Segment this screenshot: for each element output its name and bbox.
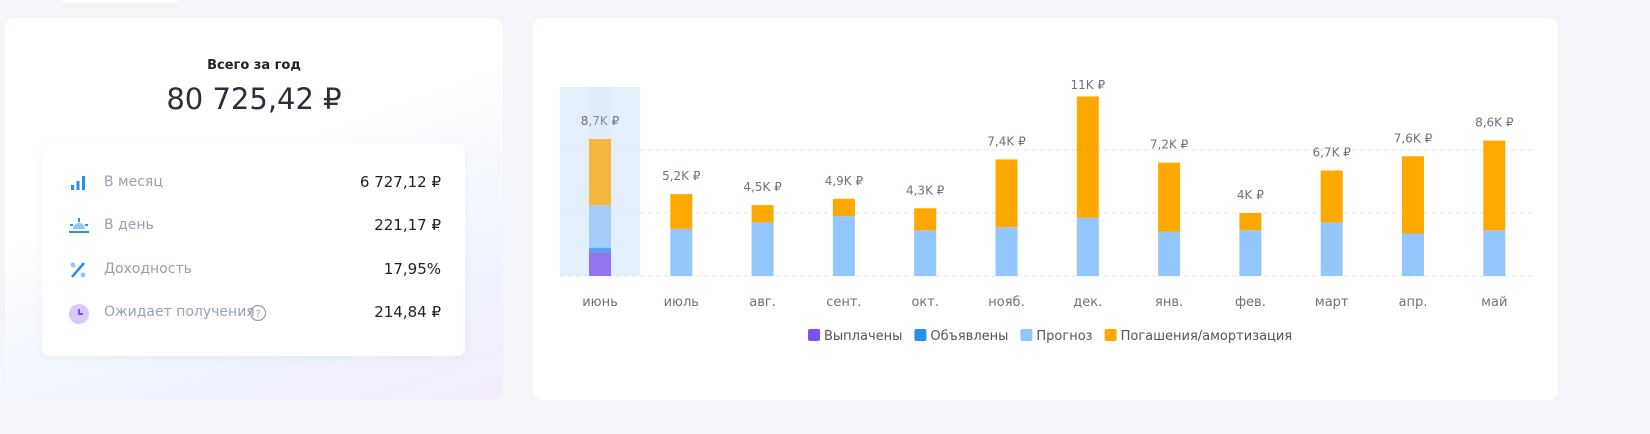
bar-segment xyxy=(1158,162,1181,232)
x-tick-label: нояб. xyxy=(988,295,1024,310)
bar-segment xyxy=(751,205,774,223)
bar-segment xyxy=(1076,96,1099,218)
x-tick-label: янв. xyxy=(1155,295,1183,310)
summary-title: Всего за год xyxy=(207,58,301,73)
bar-segment xyxy=(995,227,1018,276)
row: В месяц 6 727,12 ₽ xyxy=(42,171,465,195)
legend-label: Погашения/амортизация xyxy=(1121,329,1293,344)
help-icon[interactable]: ? xyxy=(249,304,267,322)
icon xyxy=(69,218,89,233)
row: Доходность 17,95% xyxy=(42,258,465,282)
row-value: 17,95% xyxy=(383,260,441,278)
summary-total: 80 725,42 ₽ xyxy=(166,82,342,116)
bar-segment xyxy=(589,138,611,206)
bar-segment xyxy=(914,230,937,276)
total-label: 8,6K ₽ xyxy=(1475,116,1514,130)
x-tick-label: июнь xyxy=(582,295,618,310)
selected-overlay xyxy=(589,87,611,276)
row-label: В месяц xyxy=(104,174,163,190)
bar-segment xyxy=(1402,233,1424,276)
total-label: 6,7K ₽ xyxy=(1312,145,1351,159)
legend-swatch xyxy=(1104,329,1117,341)
row-label: Доходность xyxy=(104,261,192,277)
x-tick-label: окт. xyxy=(911,295,939,310)
icon xyxy=(70,262,86,278)
svg-text:?: ? xyxy=(255,309,260,320)
row-label: В день xyxy=(104,217,154,233)
legend-swatch xyxy=(1020,329,1033,341)
total-label: 7,6K ₽ xyxy=(1394,131,1433,145)
bar-segment xyxy=(1483,140,1506,231)
total-label: 4,5K ₽ xyxy=(743,180,782,194)
chart-card: 8,7K ₽ июнь 5,2K ₽ июль 4,5K ₽ авг. 4,9K ₽ сент… xyxy=(533,18,1558,400)
x-tick-label: март xyxy=(1315,295,1349,310)
bar-segment xyxy=(589,247,611,253)
icon xyxy=(71,176,85,190)
bar-segment xyxy=(589,205,611,248)
row-label: Ожидает получения xyxy=(104,304,255,320)
bar-segment xyxy=(1158,231,1181,276)
bar-segment xyxy=(751,222,774,276)
bar-segment xyxy=(832,198,855,217)
bar-segment xyxy=(1239,230,1262,276)
total-label: 11K ₽ xyxy=(1071,78,1106,92)
x-tick-label: июль xyxy=(664,295,699,310)
legend-swatch xyxy=(808,329,820,341)
summary-card: Всего за год 80 725,42 ₽ В месяц 6 727,1… xyxy=(5,18,503,400)
row: Ожидает получения ? 214,84 ₽ xyxy=(42,301,465,325)
legend-label: Объявлены xyxy=(930,329,1008,344)
legend-label: Выплачены xyxy=(824,329,902,344)
chart: 8,7K ₽ июнь 5,2K ₽ июль 4,5K ₽ авг. 4,9K ₽ сент… xyxy=(560,78,1533,344)
top-tab xyxy=(60,0,180,3)
legend-swatch xyxy=(914,329,927,341)
total-label: 4K ₽ xyxy=(1237,188,1264,202)
x-tick-label: авг. xyxy=(749,295,776,310)
icon xyxy=(69,304,89,324)
total-label: 4,3K ₽ xyxy=(906,183,945,197)
total-label: 7,4K ₽ xyxy=(987,134,1026,148)
x-tick-label: дек. xyxy=(1073,295,1102,310)
legend-label: Прогноз xyxy=(1036,329,1092,344)
total-label: 5,2K ₽ xyxy=(662,169,701,183)
summary-list: В месяц 6 727,12 ₽ В день 221,17 ₽ Доход… xyxy=(42,143,465,356)
bar-segment xyxy=(1320,222,1343,276)
bar-segment xyxy=(1076,217,1099,276)
row-value: 214,84 ₽ xyxy=(374,303,441,321)
bar-segment xyxy=(832,216,855,276)
bar-segment xyxy=(670,228,693,276)
total-label: 4,9K ₽ xyxy=(825,174,864,188)
x-tick-label: фев. xyxy=(1235,295,1266,310)
row-value: 6 727,12 ₽ xyxy=(359,173,441,191)
x-tick-label: апр. xyxy=(1399,295,1428,310)
bar-segment xyxy=(589,252,611,276)
bar-segment xyxy=(1483,230,1506,276)
bar-segment xyxy=(1239,213,1262,231)
bar-segment xyxy=(1320,170,1343,223)
row-value: 221,17 ₽ xyxy=(374,216,441,234)
total-label: 7,2K ₽ xyxy=(1150,138,1189,152)
total-label: 8,7K ₽ xyxy=(581,114,620,128)
bar-segment xyxy=(670,194,693,229)
x-tick-label: май xyxy=(1481,295,1507,310)
bar-segment xyxy=(995,159,1018,228)
bar-segment xyxy=(1402,156,1424,234)
x-tick-label: сент. xyxy=(826,295,861,310)
bar-segment xyxy=(914,208,937,231)
row: В день 221,17 ₽ xyxy=(42,214,465,238)
